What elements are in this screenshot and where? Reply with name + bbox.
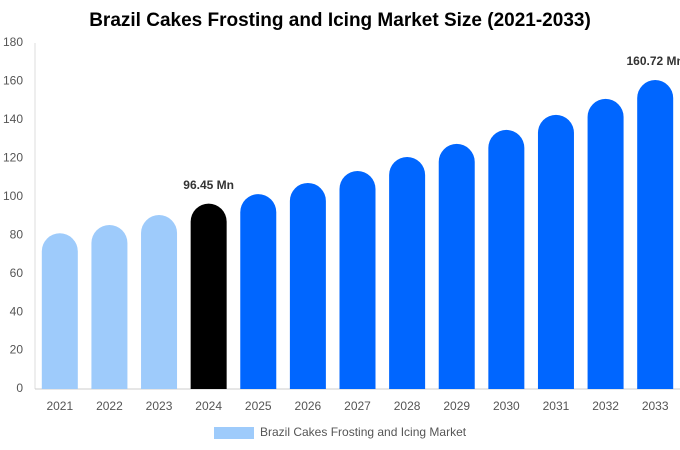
x-tick-label: 2033 [642, 399, 669, 413]
y-tick-label: 100 [3, 189, 23, 203]
chart-title: Brazil Cakes Frosting and Icing Market S… [89, 10, 591, 31]
bar [190, 203, 227, 389]
x-tick-label: 2025 [245, 399, 272, 413]
bar [438, 143, 475, 389]
value-label: 96.45 Mn [183, 178, 234, 192]
y-tick-label: 40 [10, 304, 24, 318]
y-tick-label: 60 [10, 266, 24, 280]
bar [637, 80, 674, 389]
x-tick-label: 2031 [543, 399, 570, 413]
y-tick-label: 80 [10, 227, 24, 241]
bar [587, 98, 624, 389]
y-tick-label: 140 [3, 112, 23, 126]
x-tick-label: 2021 [46, 399, 73, 413]
bar [537, 114, 574, 389]
bar [389, 156, 426, 389]
legend-label: Brazil Cakes Frosting and Icing Market [260, 425, 467, 439]
bar [339, 171, 376, 389]
bar [240, 194, 277, 389]
x-tick-label: 2023 [146, 399, 173, 413]
bar [488, 129, 525, 389]
x-tick-label: 2026 [295, 399, 322, 413]
x-tick-label: 2030 [493, 399, 520, 413]
value-label: 160.72 Mn [627, 54, 680, 68]
bar [289, 182, 326, 389]
x-tick-label: 2032 [592, 399, 619, 413]
y-tick-label: 0 [16, 381, 23, 395]
x-tick-label: 2028 [394, 399, 421, 413]
bar [91, 225, 128, 389]
y-tick-label: 160 [3, 74, 23, 88]
y-tick-label: 180 [3, 35, 23, 49]
y-tick-label: 20 [10, 343, 24, 357]
legend-swatch [214, 427, 254, 439]
x-tick-label: 2024 [195, 399, 222, 413]
bar [41, 233, 78, 389]
x-tick-label: 2029 [443, 399, 470, 413]
x-tick-label: 2022 [96, 399, 123, 413]
bar [141, 215, 178, 389]
y-tick-label: 120 [3, 151, 23, 165]
x-tick-label: 2027 [344, 399, 371, 413]
